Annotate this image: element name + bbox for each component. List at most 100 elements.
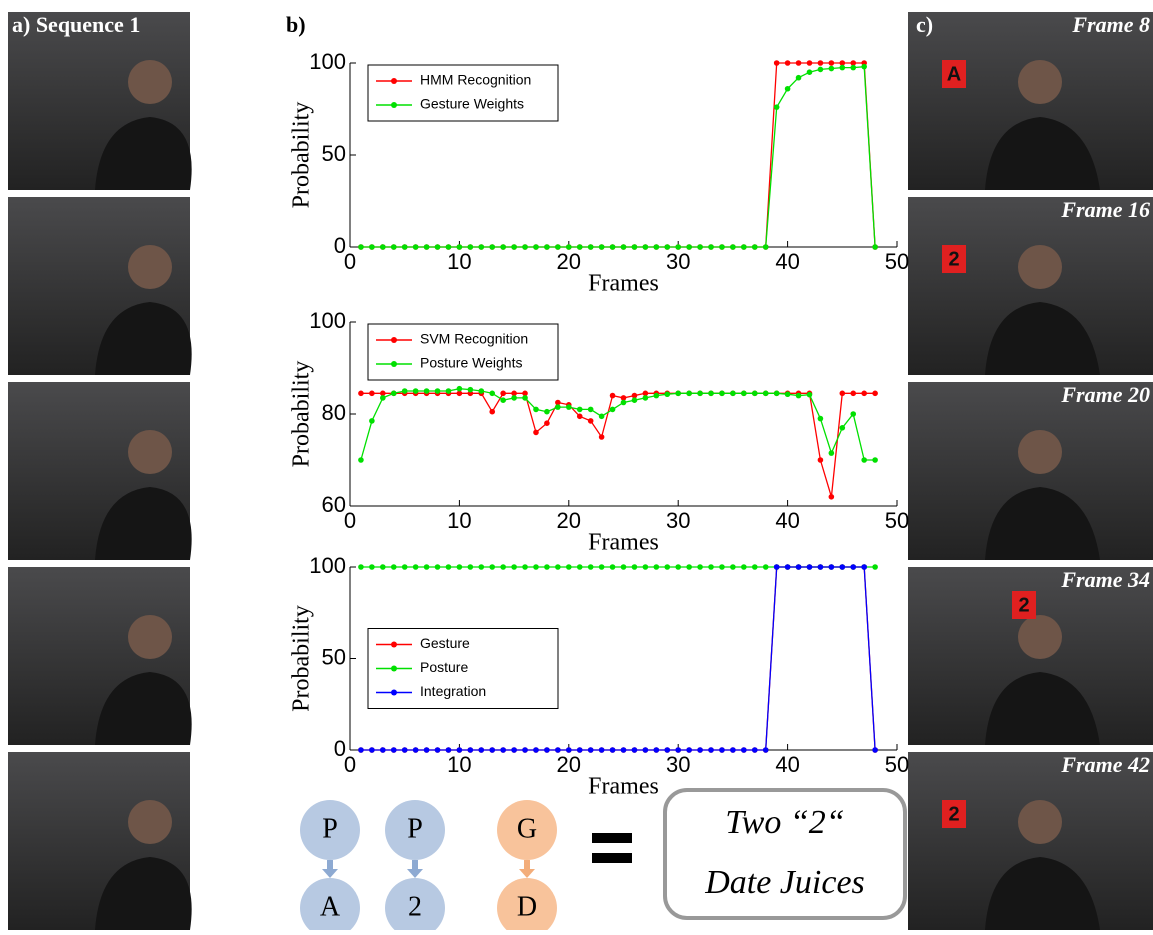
panel-b-label: b)	[286, 12, 306, 37]
point	[598, 747, 605, 753]
node	[497, 800, 557, 860]
point	[773, 60, 780, 66]
point	[828, 494, 835, 500]
person-head	[1018, 800, 1062, 844]
sign-badge	[942, 800, 966, 828]
point	[708, 244, 714, 250]
point	[401, 244, 408, 250]
point	[642, 244, 649, 250]
point	[653, 564, 660, 570]
person-body	[95, 857, 192, 930]
point	[675, 564, 681, 570]
legend-label: Integration	[420, 683, 486, 699]
person-head	[128, 245, 172, 289]
node-label: P	[407, 813, 423, 844]
point	[686, 747, 692, 753]
point	[719, 747, 725, 753]
point	[555, 244, 561, 250]
point	[631, 392, 638, 399]
point	[741, 390, 747, 397]
point	[697, 564, 703, 570]
point	[380, 747, 386, 753]
person-body	[95, 672, 192, 745]
point	[620, 747, 627, 753]
x-axis-label: Frames	[588, 774, 659, 800]
legend-label: HMM Recognition	[420, 72, 531, 88]
frame-title: Frame 42	[1060, 752, 1150, 777]
sign-badge	[1012, 591, 1036, 619]
point	[533, 244, 539, 250]
node-label: P	[322, 813, 338, 844]
point	[598, 434, 605, 440]
series-line	[360, 392, 876, 497]
y-tick-label: 0	[334, 233, 346, 258]
point	[675, 747, 681, 753]
point	[522, 747, 528, 753]
point	[467, 386, 474, 393]
legend-label: SVM Recognition	[420, 331, 528, 347]
legend-label: Gesture Weights	[420, 96, 524, 112]
y-tick-label: 60	[322, 492, 346, 517]
x-tick-label: 50	[885, 249, 909, 274]
x-tick-label: 20	[557, 508, 581, 533]
point	[467, 244, 474, 250]
point	[839, 64, 846, 71]
point	[686, 390, 692, 397]
point	[817, 415, 824, 422]
arrow-shaft	[524, 860, 530, 870]
point	[478, 388, 485, 394]
point	[719, 564, 725, 570]
point	[839, 60, 846, 66]
point	[390, 564, 397, 570]
point	[664, 244, 671, 250]
x-tick-label: 0	[344, 752, 356, 777]
person-body	[95, 302, 192, 375]
point	[566, 404, 572, 410]
x-tick-label: 50	[885, 752, 909, 777]
point	[664, 564, 671, 570]
person-body	[985, 487, 1100, 560]
point	[390, 747, 397, 753]
point	[642, 564, 649, 570]
point	[576, 413, 583, 420]
point	[839, 425, 846, 431]
point	[609, 747, 616, 753]
y-axis-label: Probability	[289, 605, 315, 712]
point	[533, 406, 539, 413]
point	[872, 564, 878, 570]
point	[412, 244, 419, 250]
point	[730, 564, 736, 570]
point	[806, 60, 813, 66]
point	[566, 747, 572, 753]
point	[675, 390, 681, 397]
point	[861, 390, 867, 397]
x-tick-label: 0	[344, 508, 356, 533]
x-tick-label: 20	[557, 752, 581, 777]
arrow-head	[519, 869, 535, 878]
point	[664, 391, 671, 398]
point	[620, 395, 627, 401]
legend-marker	[391, 337, 397, 343]
point	[609, 564, 616, 570]
point	[358, 390, 364, 397]
point	[489, 564, 496, 570]
point	[456, 390, 463, 397]
point	[587, 406, 594, 413]
point	[620, 564, 627, 570]
panel-a-label: a) Sequence 1	[12, 12, 140, 37]
person-head	[128, 430, 172, 474]
y-tick-label: 50	[322, 644, 346, 669]
point	[828, 60, 835, 66]
point	[751, 390, 758, 397]
point	[522, 244, 528, 250]
point	[456, 244, 463, 250]
point	[850, 564, 857, 570]
sign-badge	[942, 60, 966, 88]
point	[390, 244, 397, 250]
point	[511, 244, 517, 250]
point	[467, 564, 474, 570]
point	[642, 395, 649, 401]
point	[456, 747, 463, 753]
point	[850, 64, 857, 71]
